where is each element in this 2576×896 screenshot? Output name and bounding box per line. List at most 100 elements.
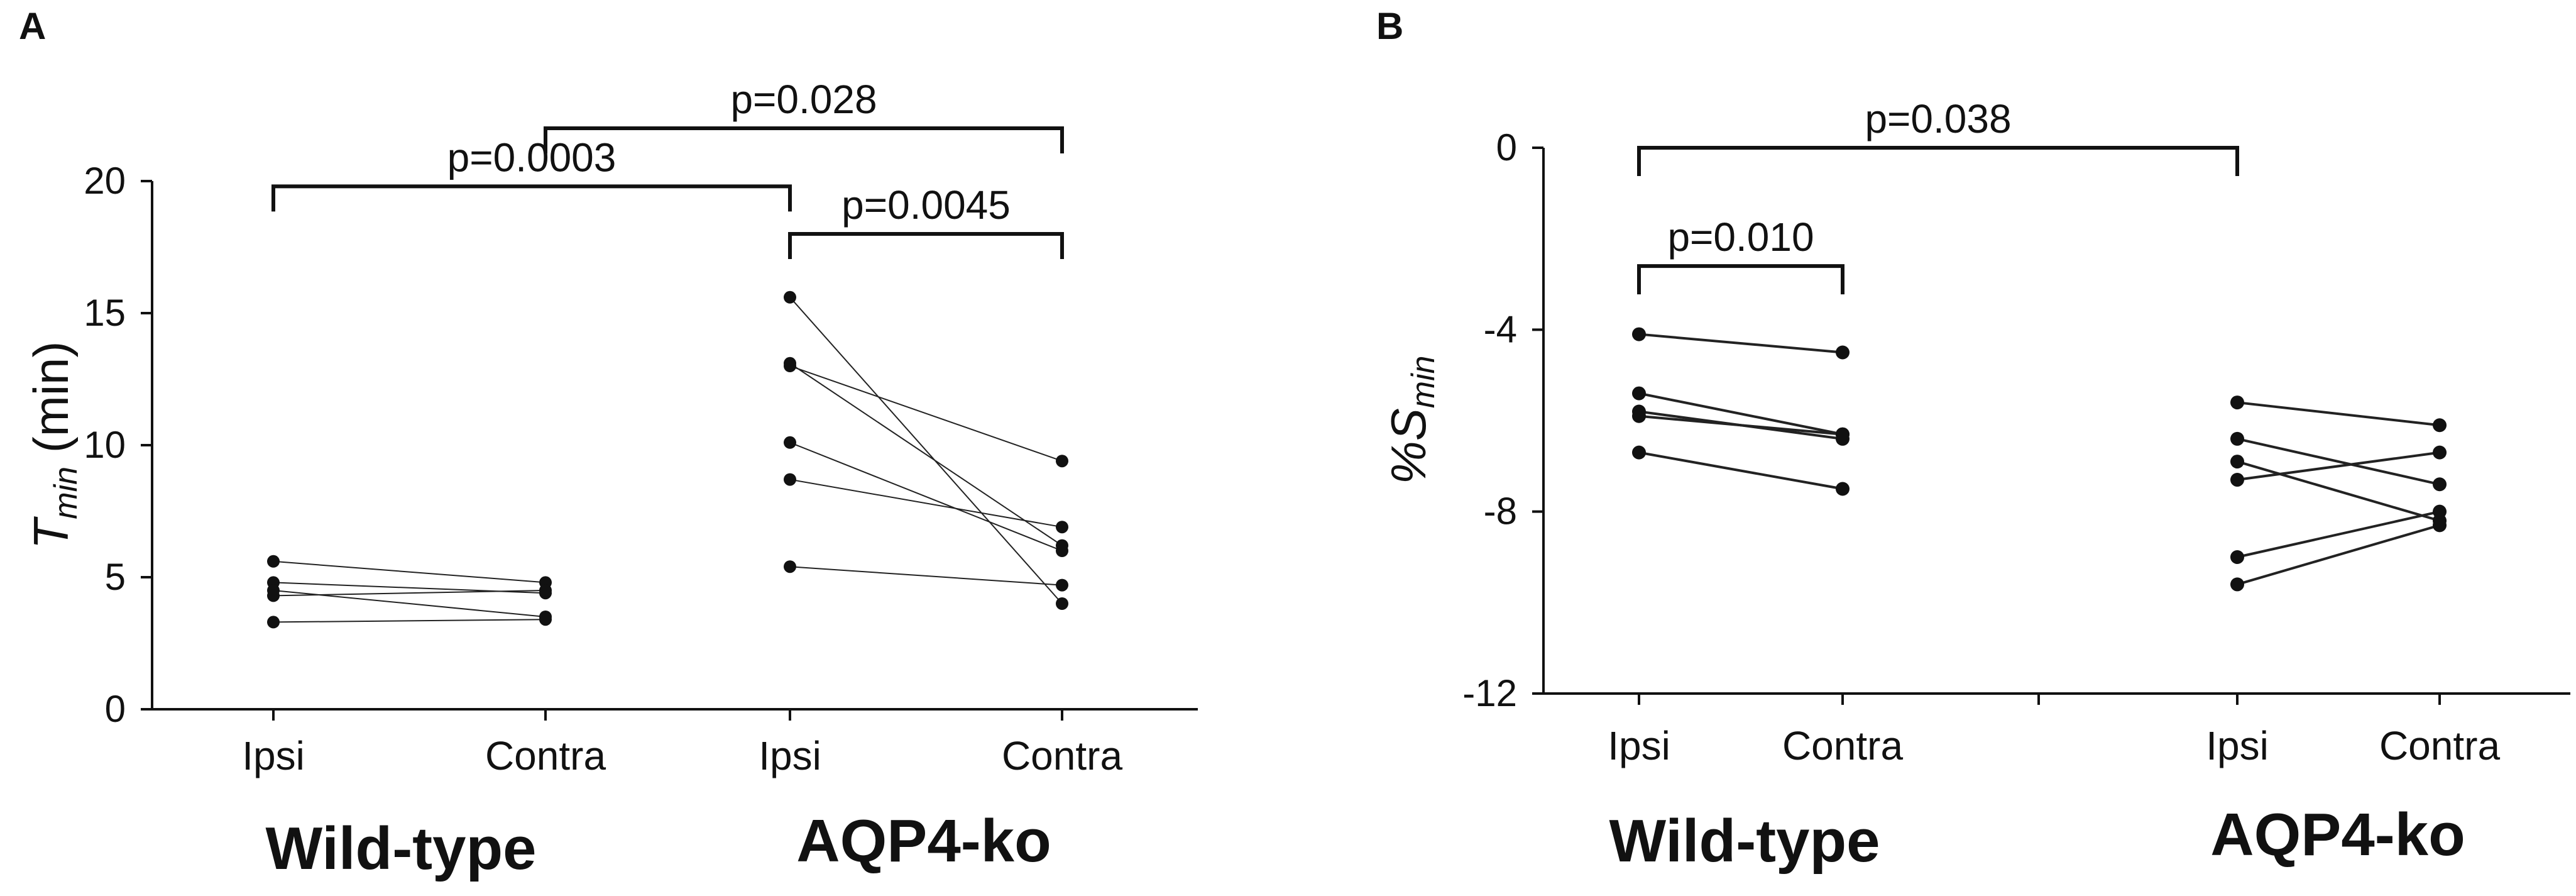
panel-b-ytick-label-2: -8 <box>1484 490 1517 533</box>
panel-a-point-ipsi-9 <box>784 473 796 486</box>
panel-b-ytick-label-0: 0 <box>1496 126 1517 169</box>
panel-b-y-label-main: %S <box>1381 408 1436 484</box>
panel-a-group-aqp4-ko: AQP4-ko <box>796 807 1051 875</box>
panel-a-pvalue-0: p=0.0003 <box>447 135 617 180</box>
panel-b-points <box>1632 327 2447 592</box>
panel-a: A 0 5 10 15 20 p=0.0003 p=0.028 p=0.0045 Ipsi … <box>19 5 1198 882</box>
panel-a-bracket-2 <box>788 232 1064 259</box>
panel-a-pair-line-3 <box>273 590 546 597</box>
panel-b-cat-1: Contra <box>1782 723 1904 768</box>
panel-b-point-ipsi-8 <box>2230 473 2244 487</box>
panel-b-point-ipsi-1 <box>1632 386 1646 401</box>
panel-b-ytick-label-3: -12 <box>1462 672 1517 714</box>
panel-a-categories: Ipsi Contra Ipsi Contra <box>242 733 1122 778</box>
panel-b-label: B <box>1376 5 1403 47</box>
panel-b-point-contra-3 <box>1836 427 1850 441</box>
panel-a-pair-line-5 <box>789 297 1063 604</box>
panel-a-point-ipsi-7 <box>784 360 796 372</box>
panel-a-point-ipsi-4 <box>267 616 280 629</box>
panel-b-bracket-0 <box>1637 146 2239 176</box>
panel-b-point-ipsi-9 <box>2230 550 2244 564</box>
panel-b-categories: Ipsi Contra Ipsi Contra <box>1608 723 2500 768</box>
panel-a-pair-line-0 <box>273 560 546 584</box>
panel-b-pair-lines <box>1638 333 2440 586</box>
panel-b-point-ipsi-5 <box>2230 395 2244 410</box>
panel-a-bracket-0 <box>271 184 792 212</box>
panel-b-point-contra-0 <box>1836 345 1850 360</box>
panel-b-point-contra-9 <box>2433 504 2447 519</box>
panel-a-pair-lines <box>273 297 1063 623</box>
panel-a-y-ticks: 0 5 10 15 20 <box>84 160 152 730</box>
panel-a-y-label-main: T <box>23 516 79 549</box>
panel-a-pair-line-10 <box>789 566 1063 586</box>
panel-b-point-contra-4 <box>1836 482 1850 496</box>
panel-a-ytick-label-4: 20 <box>84 160 126 202</box>
panel-a-ytick-label-0: 0 <box>105 688 126 730</box>
panel-a-pair-line-7 <box>789 365 1063 462</box>
panel-b-cat-2: Ipsi <box>2206 723 2269 768</box>
panel-a-cat-0: Ipsi <box>242 733 305 778</box>
panel-a-group-wild-type: Wild-type <box>265 815 536 882</box>
panel-a-points <box>267 290 1068 629</box>
panel-b-point-contra-10 <box>2433 518 2447 533</box>
panel-a-y-label: Tmin (min) <box>23 341 84 550</box>
panel-a-point-ipsi-5 <box>784 290 796 304</box>
panel-b-pair-line-8 <box>2237 451 2440 482</box>
panel-b-point-ipsi-3 <box>1632 409 1646 423</box>
panel-b-point-ipsi-10 <box>2230 577 2244 592</box>
panel-a-point-ipsi-0 <box>267 555 280 568</box>
panel-b-cat-3: Contra <box>2379 723 2501 768</box>
panel-b-point-ipsi-6 <box>2230 431 2244 446</box>
panel-a-y-label-sub: min <box>48 467 84 519</box>
panel-a-cat-1: Contra <box>485 733 606 778</box>
panel-a-cat-3: Contra <box>1002 733 1123 778</box>
panel-b-group-wild-type: Wild-type <box>1609 807 1880 875</box>
panel-a-x-ticks <box>272 709 1063 721</box>
panel-b-point-contra-5 <box>2433 418 2447 433</box>
panel-a-point-ipsi-10 <box>784 560 796 573</box>
panel-b-pair-line-9 <box>2237 510 2440 558</box>
panel-a-pvalue-1: p=0.028 <box>730 77 877 122</box>
panel-a-ytick-label-1: 5 <box>105 556 126 598</box>
panel-b-pair-line-7 <box>2237 460 2440 523</box>
panel-b-pair-line-1 <box>1638 392 1843 436</box>
panel-a-point-contra-10 <box>1056 578 1068 592</box>
panel-a-point-ipsi-3 <box>267 589 280 602</box>
panel-b-pair-line-0 <box>1638 333 1843 354</box>
panel-a-ytick-label-3: 15 <box>84 292 126 334</box>
panel-b-pair-line-4 <box>1638 451 1843 490</box>
panel-a-y-label-unit: (min) <box>23 341 79 467</box>
panel-a-point-contra-3 <box>539 584 552 597</box>
panel-b-y-ticks: 0 -4 -8 -12 <box>1462 126 1543 714</box>
panel-b-cat-0: Ipsi <box>1608 723 1670 768</box>
panel-a-point-contra-5 <box>1056 597 1068 610</box>
panel-b-y-label: %Smin <box>1381 355 1442 484</box>
panel-b-pvalue-1: p=0.010 <box>1667 214 1814 260</box>
panel-b-pvalue-0: p=0.038 <box>1865 96 2011 141</box>
panel-a-pair-line-6 <box>789 362 1063 546</box>
panel-b-point-ipsi-4 <box>1632 445 1646 460</box>
panel-a-pair-line-8 <box>789 441 1063 551</box>
panel-b-comparisons: p=0.038 p=0.010 <box>1637 96 2239 295</box>
panel-b-group-aqp4-ko: AQP4-ko <box>2210 801 2465 868</box>
panel-a-ytick-label-2: 10 <box>84 424 126 466</box>
panel-a-pvalue-2: p=0.0045 <box>841 182 1011 228</box>
panel-b-point-contra-8 <box>2433 445 2447 460</box>
panel-b: B 0 -4 -8 -12 p=0.038 p=0.010 Ipsi Contra Ip… <box>1376 5 2570 875</box>
panel-a-pair-line-9 <box>789 478 1063 528</box>
panel-b-point-ipsi-7 <box>2230 455 2244 469</box>
panel-a-point-ipsi-8 <box>784 436 796 449</box>
panel-a-bracket-1 <box>544 126 1064 153</box>
panel-a-point-contra-7 <box>1056 455 1068 468</box>
panel-b-pair-line-3 <box>1638 414 1843 436</box>
panel-b-bracket-1 <box>1637 264 1844 295</box>
panel-b-pair-line-10 <box>2237 524 2440 586</box>
panel-a-point-contra-9 <box>1056 521 1068 534</box>
panel-a-label: A <box>19 5 46 47</box>
panel-b-ytick-label-1: -4 <box>1484 308 1517 350</box>
panel-b-pair-line-6 <box>2237 437 2440 486</box>
panel-a-comparisons: p=0.0003 p=0.028 p=0.0045 <box>271 77 1064 259</box>
panel-a-point-contra-8 <box>1056 545 1068 557</box>
panel-b-point-ipsi-0 <box>1632 327 1646 341</box>
